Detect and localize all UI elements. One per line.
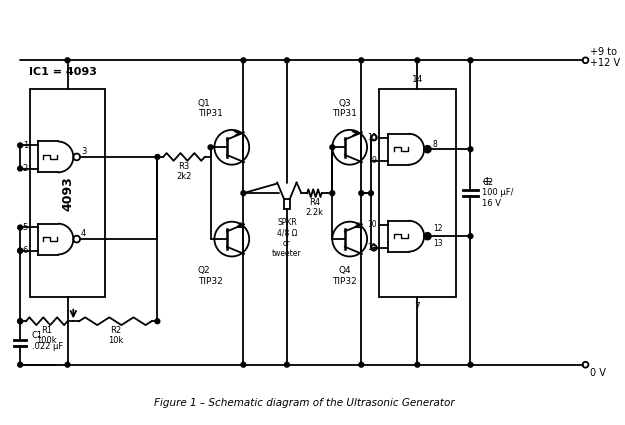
Circle shape: [284, 362, 289, 367]
Text: IC1 = 4093: IC1 = 4093: [29, 67, 97, 77]
Circle shape: [18, 319, 22, 323]
Text: 9: 9: [372, 156, 377, 165]
Text: C2
100 μF/
16 V: C2 100 μF/ 16 V: [482, 178, 514, 207]
Text: 14: 14: [412, 76, 423, 85]
Circle shape: [369, 191, 373, 196]
Bar: [30, 89, 105, 297]
Bar: [379, 89, 456, 297]
Circle shape: [415, 362, 420, 367]
Circle shape: [468, 234, 473, 238]
Bar: [284, 199, 290, 209]
Text: +9 to
+12 V: +9 to +12 V: [591, 47, 621, 68]
Circle shape: [18, 166, 22, 171]
Circle shape: [330, 145, 335, 150]
Text: 10: 10: [367, 133, 377, 142]
Text: 2: 2: [22, 164, 28, 173]
Circle shape: [241, 191, 246, 196]
Circle shape: [426, 234, 431, 238]
Text: 8: 8: [432, 140, 437, 149]
Circle shape: [284, 58, 289, 63]
Text: 0 V: 0 V: [591, 368, 606, 377]
Circle shape: [18, 143, 22, 148]
Circle shape: [426, 147, 431, 152]
Circle shape: [155, 319, 160, 323]
Circle shape: [468, 147, 473, 152]
Circle shape: [468, 362, 473, 367]
Circle shape: [65, 58, 70, 63]
Circle shape: [155, 155, 160, 159]
Text: +: +: [482, 175, 492, 187]
Text: 11: 11: [368, 243, 377, 252]
Text: 6: 6: [22, 246, 28, 255]
Circle shape: [18, 319, 22, 323]
Text: 7: 7: [414, 302, 420, 311]
Text: Figure 1 – Schematic diagram of the Ultrasonic Generator: Figure 1 – Schematic diagram of the Ultr…: [154, 398, 454, 408]
Circle shape: [241, 58, 246, 63]
Circle shape: [468, 58, 473, 63]
Text: 3: 3: [81, 147, 86, 156]
Circle shape: [241, 362, 246, 367]
Circle shape: [208, 145, 213, 150]
Circle shape: [359, 58, 364, 63]
Text: 4: 4: [81, 229, 86, 238]
Circle shape: [18, 225, 22, 230]
Text: SPKR
4/8 Ω
or
tweeter: SPKR 4/8 Ω or tweeter: [272, 218, 302, 258]
Circle shape: [330, 191, 335, 196]
Text: 1: 1: [22, 141, 28, 150]
Text: Q2
TIP32: Q2 TIP32: [198, 266, 222, 286]
Circle shape: [18, 248, 22, 253]
Text: R3
2k2: R3 2k2: [176, 162, 192, 181]
Text: 4093: 4093: [61, 176, 74, 210]
Text: 10: 10: [367, 220, 377, 229]
Text: 13: 13: [432, 239, 442, 248]
Circle shape: [18, 248, 22, 253]
Circle shape: [415, 58, 420, 63]
Text: R4
2.2k: R4 2.2k: [306, 198, 323, 218]
Text: Q3
TIP31: Q3 TIP31: [332, 99, 357, 118]
Circle shape: [359, 191, 364, 196]
Text: R2
10k: R2 10k: [107, 326, 123, 346]
Text: Q1
TIP31: Q1 TIP31: [198, 99, 223, 118]
Text: 5: 5: [22, 223, 28, 232]
Text: 12: 12: [432, 224, 442, 233]
Circle shape: [359, 362, 364, 367]
Circle shape: [18, 362, 22, 367]
Text: Q4
TIP32: Q4 TIP32: [332, 266, 357, 286]
Circle shape: [65, 362, 70, 367]
Text: C1
.022 μF: C1 .022 μF: [32, 332, 63, 351]
Text: R1
100k: R1 100k: [36, 326, 57, 346]
